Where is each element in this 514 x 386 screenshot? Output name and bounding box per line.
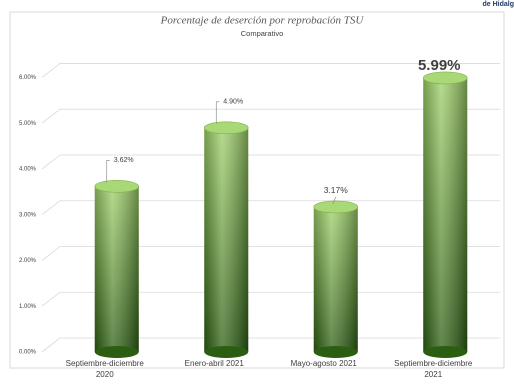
- grid-line: [41, 200, 500, 216]
- value-label: 5.99%: [418, 57, 461, 74]
- chart-frame: [9, 11, 505, 369]
- x-tick-label: 2020: [96, 370, 114, 379]
- bar: [203, 121, 249, 358]
- bar: [94, 180, 140, 358]
- chart-subtitle: Comparativo: [241, 29, 284, 38]
- bar-top: [422, 71, 468, 85]
- x-tick-label: Mayo-agosto 2021: [291, 359, 358, 368]
- grid-line: [41, 108, 500, 124]
- y-tick-label: 5.00%: [19, 121, 37, 127]
- bar-shade: [94, 186, 139, 352]
- bar: [313, 200, 359, 358]
- y-tick-label: 3.00%: [19, 212, 37, 218]
- x-tick-label: Septiembre-diciembre: [394, 359, 473, 368]
- y-tick-label: 0.00%: [19, 350, 37, 356]
- x-tick-label: 2021: [424, 370, 442, 379]
- bar-top: [94, 180, 140, 193]
- bar-bottom: [94, 346, 139, 358]
- bar-bottom: [313, 346, 358, 358]
- bar-shade: [313, 206, 358, 352]
- bar-shade: [204, 127, 249, 353]
- leader-line: [332, 196, 337, 205]
- bar-top: [203, 121, 249, 135]
- grid-line: [41, 154, 500, 170]
- bar-bottom: [204, 346, 249, 358]
- x-tick-label: Enero-abril 2021: [185, 359, 245, 368]
- value-label: 3.62%: [114, 157, 134, 164]
- y-tick-label: 2.00%: [19, 258, 37, 264]
- leader-line: [215, 101, 220, 124]
- bar-bottom: [423, 346, 468, 358]
- corner-text: de Hidalg: [482, 1, 514, 8]
- grid-line: [41, 63, 500, 78]
- value-label: 3.17%: [324, 185, 349, 195]
- y-tick-label: 6.00%: [19, 75, 37, 81]
- bar-top: [313, 200, 359, 214]
- leader-line: [106, 160, 110, 183]
- y-tick-label: 1.00%: [19, 304, 37, 310]
- bar-shade: [423, 77, 468, 353]
- y-tick-label: 4.00%: [19, 167, 37, 173]
- x-tick-label: Septiembre-diciembre: [66, 359, 145, 368]
- value-label: 4.90%: [223, 99, 243, 106]
- chart-title: Porcentaje de deserción por reprobación …: [160, 15, 365, 27]
- bar: [422, 71, 468, 358]
